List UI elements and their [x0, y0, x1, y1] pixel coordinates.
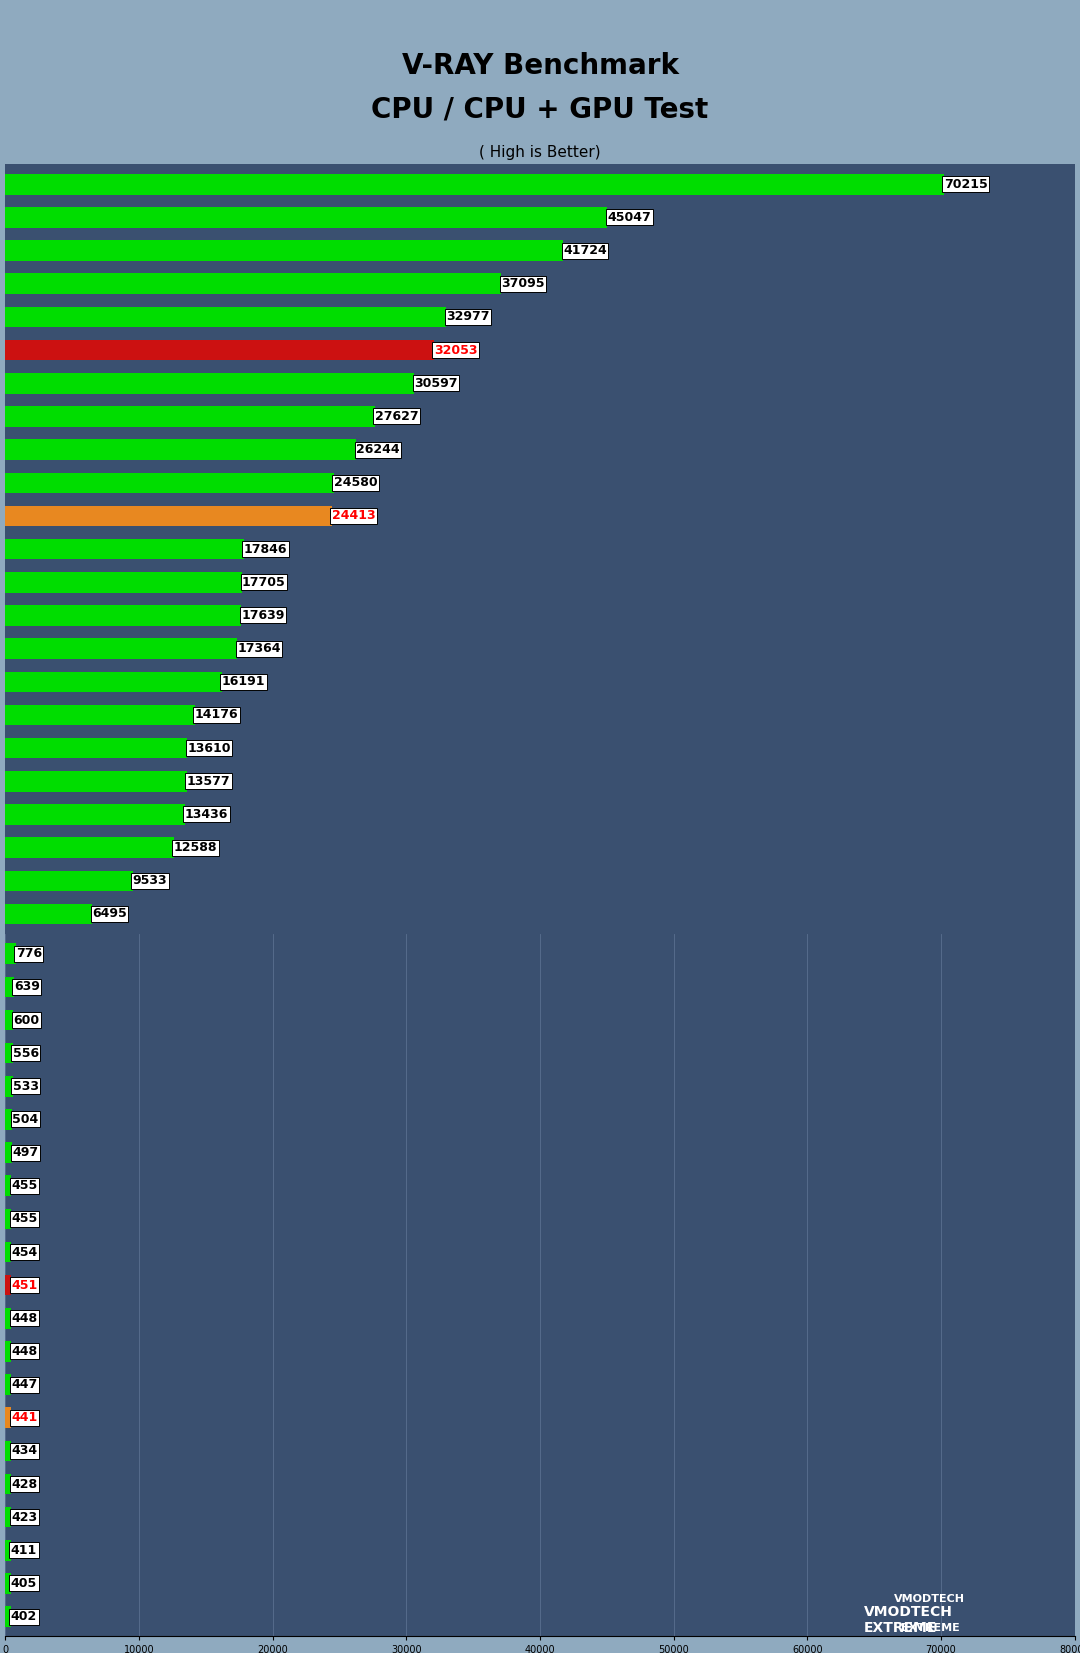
Bar: [5, 1208, 12, 1230]
Text: 447: 447: [12, 1379, 38, 1392]
Text: 423: 423: [11, 1511, 37, 1524]
Bar: [5, 838, 174, 858]
Text: 24413: 24413: [332, 509, 376, 522]
Bar: [5, 1241, 12, 1263]
Bar: [5, 341, 434, 360]
Text: 448: 448: [12, 1312, 38, 1324]
Bar: [5, 1541, 11, 1560]
Bar: [5, 671, 221, 693]
Bar: [5, 174, 944, 195]
Text: VMODTECH: VMODTECH: [894, 1593, 966, 1603]
Text: VMODTECH: VMODTECH: [864, 1605, 953, 1618]
Text: 32053: 32053: [434, 344, 477, 357]
Bar: [5, 1109, 12, 1129]
Bar: [5, 539, 244, 559]
Text: 451: 451: [12, 1279, 38, 1291]
Text: 776: 776: [16, 947, 42, 960]
Bar: [5, 904, 92, 924]
Text: 26244: 26244: [356, 443, 400, 456]
Text: 428: 428: [11, 1478, 37, 1491]
Text: 13577: 13577: [187, 775, 230, 788]
Text: 497: 497: [12, 1146, 38, 1159]
Bar: [5, 605, 241, 626]
Text: 14176: 14176: [194, 709, 239, 721]
Text: 70215: 70215: [944, 179, 987, 190]
Bar: [5, 506, 332, 526]
Bar: [5, 977, 14, 997]
Text: 639: 639: [14, 980, 40, 993]
Text: 411: 411: [11, 1544, 37, 1557]
Bar: [5, 1175, 12, 1197]
Bar: [5, 240, 563, 261]
Text: 45047: 45047: [607, 212, 651, 223]
Bar: [5, 374, 415, 393]
Text: 17705: 17705: [242, 575, 286, 588]
Text: 41724: 41724: [563, 245, 607, 258]
Bar: [5, 407, 375, 426]
Bar: [5, 273, 501, 294]
Text: V-RAY Benchmark: V-RAY Benchmark: [402, 51, 678, 79]
Text: CPU / CPU + GPU Test: CPU / CPU + GPU Test: [372, 94, 708, 122]
Text: 504: 504: [12, 1112, 39, 1126]
Text: 13436: 13436: [185, 808, 228, 822]
Bar: [5, 1076, 13, 1096]
Text: 405: 405: [11, 1577, 37, 1590]
Text: 24580: 24580: [334, 476, 378, 489]
Text: 454: 454: [12, 1245, 38, 1258]
Bar: [5, 704, 194, 726]
Text: 17846: 17846: [244, 542, 287, 555]
Text: 455: 455: [12, 1212, 38, 1225]
Text: 17639: 17639: [241, 608, 284, 622]
Text: 402: 402: [11, 1610, 37, 1623]
Bar: [5, 207, 607, 228]
Bar: [5, 944, 16, 964]
Bar: [5, 871, 133, 891]
Bar: [5, 1308, 12, 1329]
Bar: [5, 473, 334, 493]
Text: 556: 556: [13, 1046, 39, 1060]
Bar: [5, 307, 446, 327]
Bar: [5, 1474, 11, 1494]
Bar: [5, 770, 187, 792]
Text: 37095: 37095: [501, 278, 544, 291]
Text: 16191: 16191: [221, 676, 266, 688]
Text: 27627: 27627: [375, 410, 418, 423]
Bar: [5, 1341, 12, 1362]
Text: 455: 455: [12, 1179, 38, 1192]
Bar: [5, 737, 187, 759]
Bar: [5, 1274, 12, 1296]
Text: 30597: 30597: [415, 377, 458, 390]
Bar: [5, 1508, 11, 1527]
Bar: [5, 638, 238, 660]
Bar: [5, 1407, 11, 1428]
Bar: [5, 1441, 11, 1461]
Bar: [5, 1142, 12, 1162]
Text: EXTREME: EXTREME: [901, 1623, 959, 1633]
Text: 533: 533: [13, 1079, 39, 1093]
Text: 600: 600: [13, 1013, 40, 1027]
Bar: [5, 1574, 11, 1593]
Text: 434: 434: [11, 1445, 38, 1458]
Bar: [5, 440, 356, 460]
Text: 12588: 12588: [174, 841, 217, 855]
Bar: [5, 805, 185, 825]
Bar: [5, 1010, 13, 1030]
Text: 441: 441: [11, 1412, 38, 1425]
Text: 6495: 6495: [92, 907, 127, 921]
Text: EXTREME: EXTREME: [864, 1622, 937, 1635]
Text: 9533: 9533: [133, 874, 167, 888]
Text: 448: 448: [12, 1346, 38, 1359]
Text: 32977: 32977: [446, 311, 489, 324]
Bar: [5, 1607, 11, 1627]
Bar: [5, 572, 242, 592]
Bar: [5, 1374, 12, 1395]
Text: 13610: 13610: [187, 742, 231, 755]
Bar: [5, 1043, 13, 1063]
Text: ( High is Better): ( High is Better): [480, 144, 600, 160]
Text: 17364: 17364: [238, 641, 281, 655]
